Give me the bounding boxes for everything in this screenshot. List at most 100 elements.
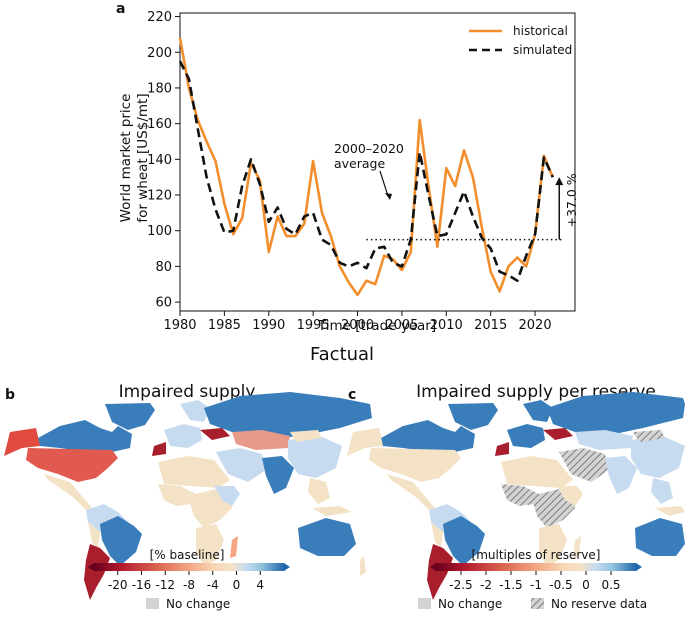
east-africa [214, 486, 240, 506]
change-arrow-head [555, 177, 564, 186]
y-tick-label: 60 [155, 296, 172, 311]
series-layer [178, 37, 555, 297]
colorbar-tick-label: -20 [108, 578, 128, 592]
western-europe [507, 424, 545, 448]
x-tick-label: 1995 [297, 318, 330, 333]
middle-east [216, 448, 266, 482]
colorbar-tick-label: -2.5 [449, 578, 472, 592]
average-label-pointer-head [385, 193, 392, 200]
average-label-line2: average [334, 156, 385, 171]
change-arrow: +37.0 % [555, 173, 579, 240]
colorbar-tick-label: -0.5 [549, 578, 572, 592]
panel-b-colorbar [88, 563, 290, 571]
panel-c-letter: c [348, 387, 356, 403]
y-tick-label: 120 [147, 189, 172, 204]
scandinavia [180, 400, 210, 422]
kazakhstan [575, 430, 633, 450]
colorbar-b-right-arrow [284, 563, 290, 571]
y-tick-label: 220 [147, 10, 172, 25]
panel-b-colorbar-ticks: -20 -16 -12 -8 -4 0 4 [108, 571, 264, 592]
western-europe [164, 424, 202, 448]
change-annotation-label: +37.0 % [564, 173, 579, 227]
plot-frame [179, 12, 576, 312]
panel-a-letter: a [116, 1, 125, 17]
panel-c-colorbar [430, 563, 642, 571]
ukraine [200, 428, 230, 440]
colorbar-tick-label: 0 [582, 578, 590, 592]
andes [431, 522, 443, 548]
colorbar-c-bar [436, 563, 636, 571]
series-line-historical [178, 37, 555, 297]
madagascar [573, 536, 581, 558]
southern-africa [539, 524, 567, 566]
panel-c-no-reserve-swatch [531, 598, 544, 609]
colorbar-tick-label: -16 [132, 578, 152, 592]
average-label-line1: 2000–2020 [334, 141, 404, 156]
usa [26, 448, 118, 482]
mexico [387, 474, 435, 510]
indonesia [655, 506, 685, 516]
russia [547, 392, 685, 436]
x-tick-label: 2010 [430, 318, 463, 333]
scandinavia [523, 400, 553, 422]
x-tick-label: 1985 [208, 318, 241, 333]
series-line-simulated [178, 60, 554, 282]
colorbar-b-left-arrow [88, 563, 94, 571]
russia [204, 392, 372, 440]
new-zealand [360, 556, 366, 576]
colorbar-tick-label: -4 [207, 578, 219, 592]
legend-label-simulated: simulated [513, 43, 572, 57]
north-africa [158, 456, 230, 488]
y-axis-label: World market price for wheat [US$/mt] [118, 93, 151, 222]
chart-legend: historical simulated [469, 24, 572, 57]
indonesia [312, 506, 352, 516]
west-africa [501, 484, 539, 506]
southeast-asia [651, 478, 673, 504]
mexico [44, 474, 92, 510]
y-tick-label: 80 [155, 260, 172, 275]
west-africa [158, 484, 196, 506]
colorbar-c-left-arrow [430, 563, 436, 571]
alaska [347, 428, 383, 456]
colorbar-tick-label: -2 [480, 578, 492, 592]
x-tick-label: 1980 [163, 318, 196, 333]
mongolia [633, 430, 665, 442]
china [631, 436, 685, 478]
x-tick-label: 1990 [252, 318, 285, 333]
map-supply-per-reserve [347, 392, 685, 600]
panel-b-title: Impaired supply [119, 382, 256, 402]
canada [381, 420, 475, 452]
y-tick-label: 140 [147, 153, 172, 168]
panel-c-no-reserve-label: No reserve data [551, 597, 647, 611]
colorbar-tick-label: -1.5 [499, 578, 522, 592]
middle-east [559, 448, 609, 482]
brazil [443, 516, 485, 566]
panel-b-no-change-swatch [146, 598, 159, 609]
y-axis-ticks: 60 80 100 120 140 160 180 200 220 [147, 10, 180, 311]
y-axis-label-line1: World market price [118, 94, 134, 223]
panel-c-colorbar-label: [multiples of reserve] [472, 548, 601, 562]
greenland [448, 403, 498, 430]
y-tick-label: 180 [147, 81, 172, 96]
canada [38, 420, 132, 452]
y-tick-label: 160 [147, 117, 172, 132]
colorbar-tick-label: -8 [183, 578, 195, 592]
colorbar-tick-label: 0 [233, 578, 241, 592]
brazil [100, 516, 142, 566]
x-tick-label: 2015 [474, 318, 507, 333]
colorbar-tick-label: 0.5 [601, 578, 620, 592]
x-tick-label: 2005 [385, 318, 418, 333]
panel-b-colorbar-label: [% baseline] [150, 548, 225, 562]
y-tick-label: 200 [147, 46, 172, 61]
greenland [105, 403, 155, 430]
southern-africa [196, 524, 224, 566]
x-tick-label: 2020 [519, 318, 552, 333]
panel-c-no-change-label: No change [438, 597, 502, 611]
argentina [427, 544, 453, 600]
colorbar-tick-label: 4 [256, 578, 264, 592]
factual-heading: Factual [310, 344, 374, 365]
legend-label-historical: historical [513, 24, 568, 38]
panel-c-colorbar-ticks: -2.5 -2 -1.5 -1 -0.5 0 0.5 [449, 571, 621, 592]
